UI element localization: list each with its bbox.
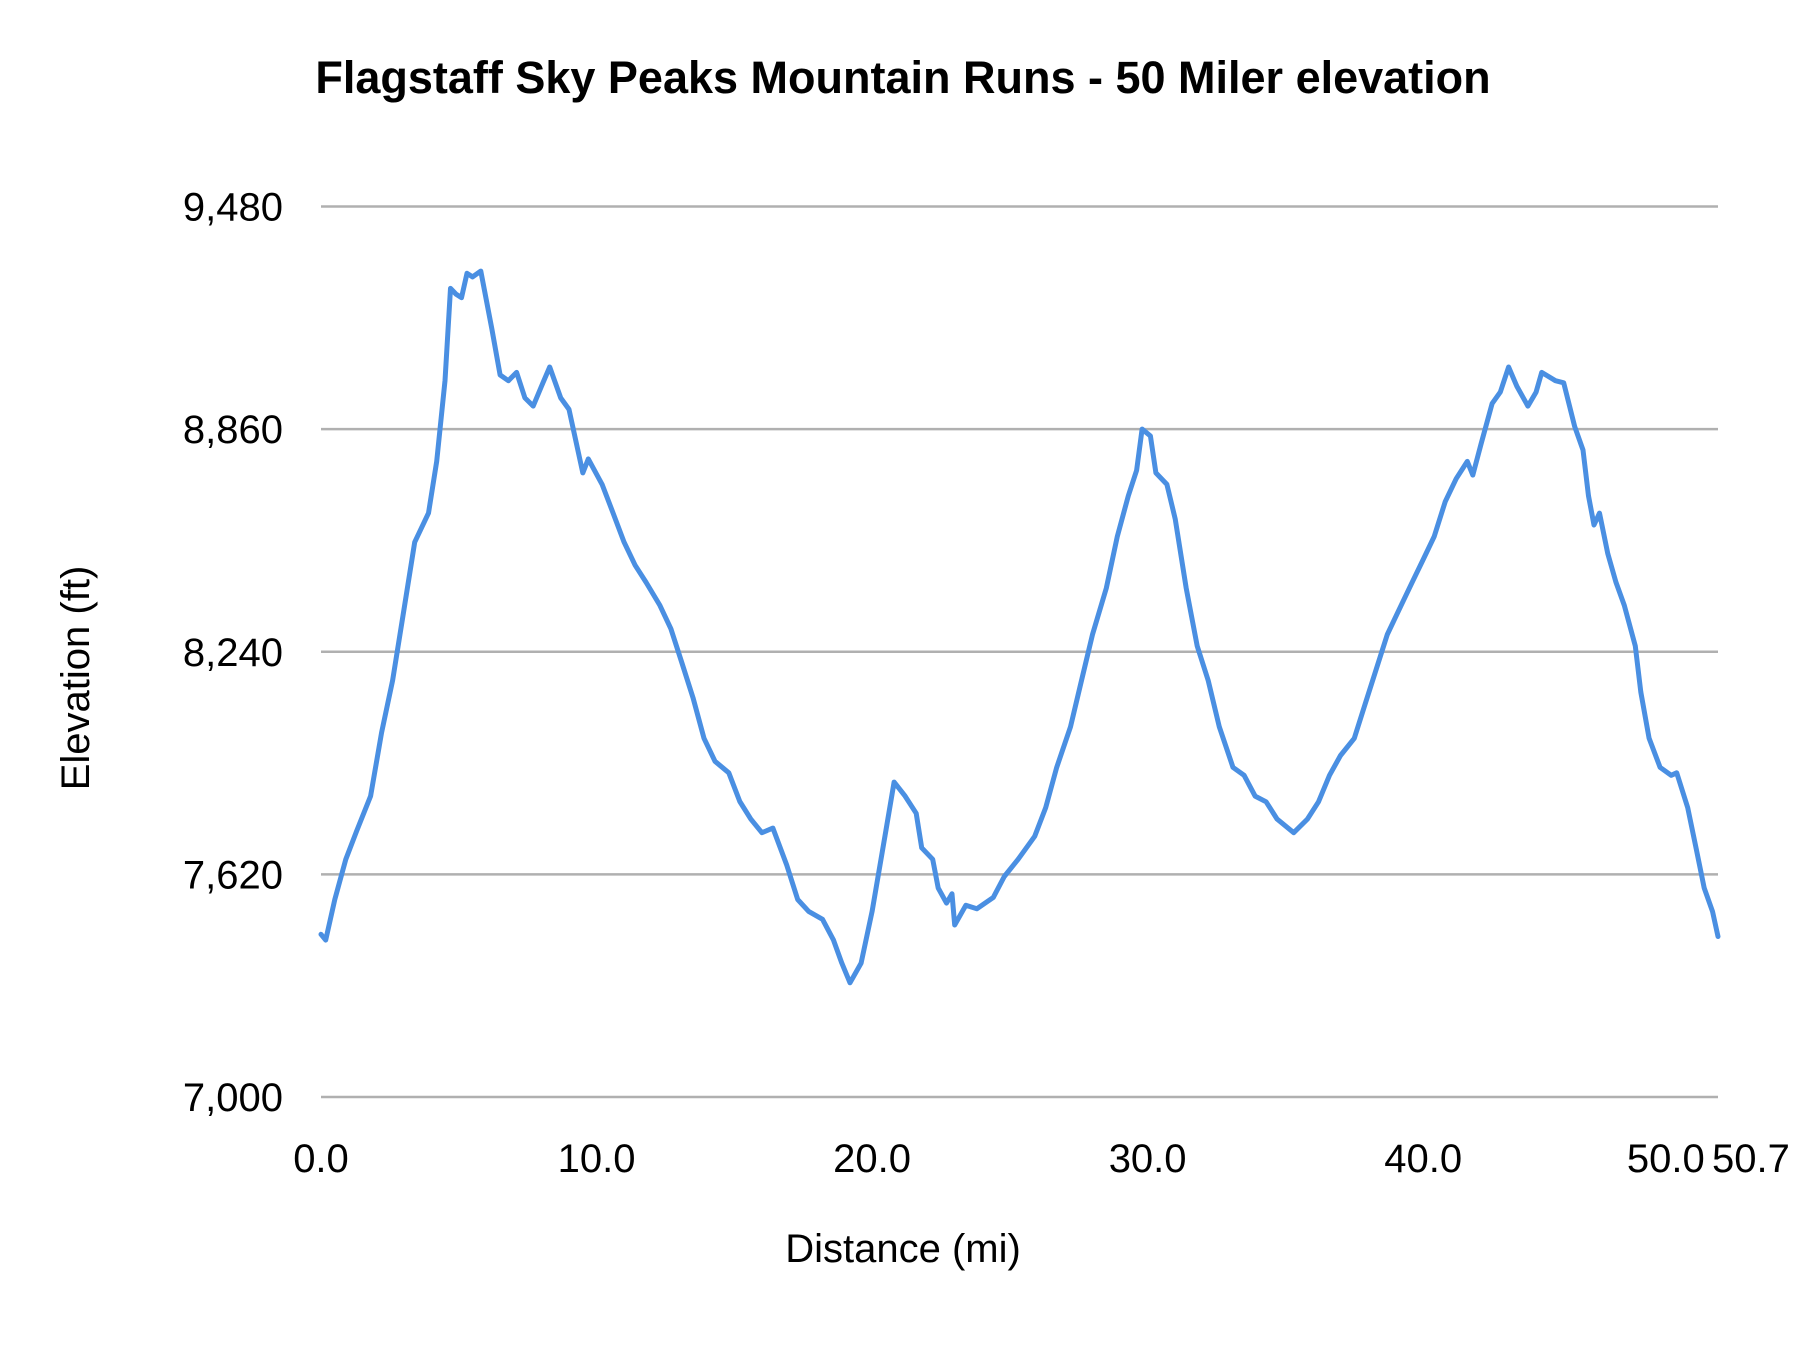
x-axis-ticks: 0.0 10.0 20.0 30.0 40.0 50.0 50.7 <box>293 1137 1790 1181</box>
y-tick-label: 7,000 <box>183 1076 283 1120</box>
elevation-line <box>318 268 1721 986</box>
x-tick-label: 20.0 <box>833 1137 911 1181</box>
gridlines <box>321 205 1718 1099</box>
y-axis-ticks: 7,000 7,620 8,240 8,860 9,480 <box>183 186 283 1121</box>
y-tick-label: 7,620 <box>183 853 283 897</box>
y-tick-label: 9,480 <box>183 186 283 230</box>
x-tick-label: 0.0 <box>293 1137 349 1181</box>
x-axis-title: Distance (mi) <box>785 1227 1021 1271</box>
x-tick-label: 30.0 <box>1109 1137 1187 1181</box>
x-tick-label: 10.0 <box>558 1137 636 1181</box>
chart-title: Flagstaff Sky Peaks Mountain Runs - 50 M… <box>315 52 1490 103</box>
x-tick-label: 50.0 <box>1627 1137 1705 1181</box>
y-axis-title: Elevation (ft) <box>54 566 98 791</box>
x-tick-label: 50.7 <box>1712 1137 1790 1181</box>
x-tick-label: 40.0 <box>1384 1137 1462 1181</box>
y-tick-label: 8,860 <box>183 408 283 452</box>
y-tick-label: 8,240 <box>183 631 283 675</box>
